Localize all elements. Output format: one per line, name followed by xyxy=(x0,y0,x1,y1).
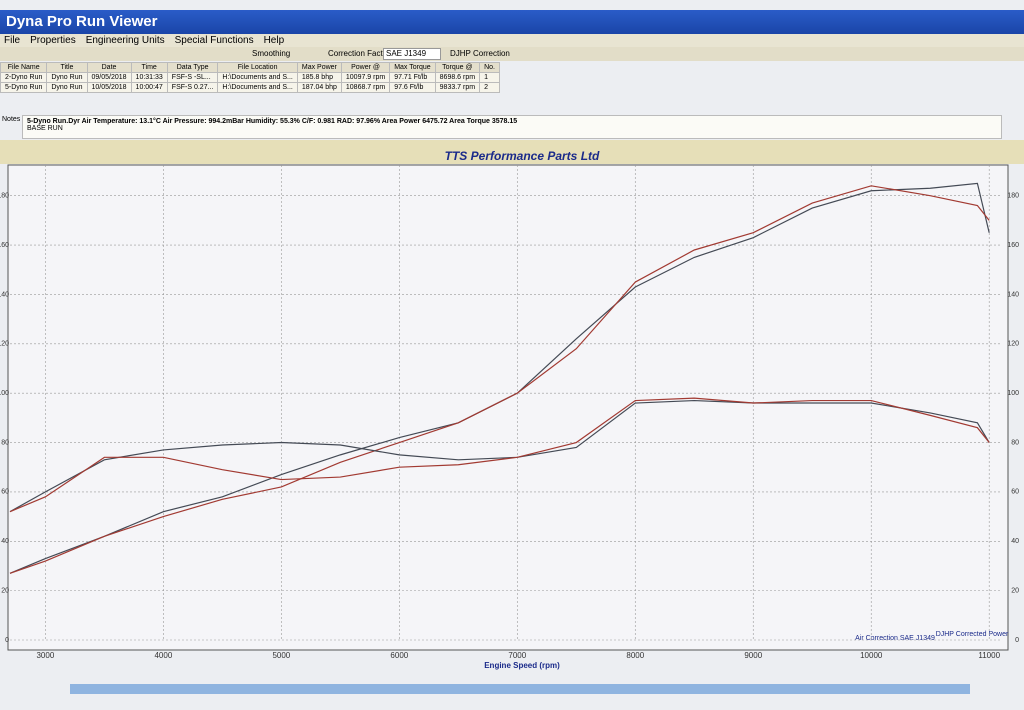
table-row[interactable]: 5-Dyno Run Dyno Run 10/05/2018 10:00:47 FSF-… xyxy=(0,82,500,93)
menu-item[interactable]: Help xyxy=(263,35,285,46)
chart-header xyxy=(0,140,1024,164)
y2-tick-label: 160 xyxy=(1007,242,1019,249)
y2-tick-label: 20 xyxy=(1011,587,1019,594)
y2-tick-label: 120 xyxy=(1007,341,1019,348)
x-tick-label: 3000 xyxy=(36,651,54,660)
correction-select[interactable]: SAE J1349 xyxy=(383,48,442,60)
menu-item[interactable]: Properties xyxy=(30,35,76,46)
y2-tick-label: 0 xyxy=(1015,637,1019,644)
notes: Notes 5-Dyno Run.Dyr Air Temperature: 13… xyxy=(0,112,1024,140)
y-tick-label: 120 xyxy=(0,341,9,348)
y-tick-label: 140 xyxy=(0,291,9,298)
runs-table: File Name Title Date Time Data Type File Loca… xyxy=(0,62,500,93)
y2-tick-label: 60 xyxy=(1011,489,1019,496)
annotation: DJHP Corrected Power xyxy=(936,631,1009,638)
y-tick-label: 100 xyxy=(0,390,9,397)
plot-frame xyxy=(7,164,1009,651)
cell: 9833.7 rpm xyxy=(434,82,481,93)
y2-tick-label: 100 xyxy=(1007,390,1019,397)
menu-item[interactable]: Special Functions xyxy=(174,35,254,46)
window-title: Dyna Pro Run Viewer xyxy=(6,13,158,30)
y2-tick-label: 140 xyxy=(1007,291,1019,298)
cell: 10:00:47 xyxy=(130,82,168,93)
menu-item[interactable]: Engineering Units xyxy=(85,35,165,46)
y-tick-label: 20 xyxy=(1,587,9,594)
x-axis-label: Engine Speed (rpm) xyxy=(484,661,560,670)
djhp-label[interactable]: DJHP Correction xyxy=(450,49,510,58)
notes-box: 5-Dyno Run.Dyr Air Temperature: 13.1°C A… xyxy=(22,115,1002,139)
y2-tick-label: 180 xyxy=(1007,193,1019,200)
x-tick-label: 10000 xyxy=(860,651,883,660)
cell: Dyno Run xyxy=(46,82,88,93)
menu-item[interactable]: File xyxy=(4,35,21,46)
series-line xyxy=(9,397,990,513)
y-tick-label: 40 xyxy=(1,538,9,545)
y-tick-label: 60 xyxy=(1,489,9,496)
x-tick-label: 6000 xyxy=(390,651,408,660)
cell: 5-Dyno Run xyxy=(0,82,48,93)
toolbar: Smoothing Correction Factor SAE J1349 DJ… xyxy=(0,47,1024,61)
x-tick-label: 11000 xyxy=(978,651,1000,660)
x-tick-label: 8000 xyxy=(626,651,644,660)
menu-bar: File Properties Engineering Units Special F… xyxy=(0,34,1024,47)
x-tick-label: 5000 xyxy=(272,651,290,660)
notes-line: BASE RUN xyxy=(27,125,63,132)
x-tick-label: 7000 xyxy=(508,651,526,660)
y-tick-label: 80 xyxy=(1,439,9,446)
correction-label: Correction Factor xyxy=(328,49,390,58)
notes-line: 5-Dyno Run.Dyr Air Temperature: 13.1°C A… xyxy=(27,118,518,125)
smoothing-label[interactable]: Smoothing xyxy=(252,49,291,58)
chart-title: TTS Performance Parts Ltd xyxy=(445,149,600,163)
x-tick-label: 9000 xyxy=(744,651,762,660)
annotation: Air Correction SAE J1349 xyxy=(855,635,935,642)
y2-tick-label: 80 xyxy=(1011,439,1019,446)
y-tick-label: 180 xyxy=(0,193,9,200)
table-row[interactable]: 2-Dyno Run Dyno Run 09/05/2018 10:31:33 FSF-… xyxy=(0,72,500,83)
y2-tick-label: 40 xyxy=(1011,538,1019,545)
footer-band xyxy=(70,684,970,694)
cell: 97.6 Ft/lb xyxy=(389,82,436,93)
cell: H:\Documents and S... xyxy=(217,82,298,93)
title-bar: Dyna Pro Run Viewer xyxy=(0,10,1024,34)
series-line xyxy=(9,185,990,574)
notes-label: Notes xyxy=(2,116,21,123)
cell: 2 xyxy=(479,82,500,93)
y-tick-label: 0 xyxy=(5,637,9,644)
x-tick-label: 4000 xyxy=(154,651,172,660)
y-tick-label: 160 xyxy=(0,242,9,249)
